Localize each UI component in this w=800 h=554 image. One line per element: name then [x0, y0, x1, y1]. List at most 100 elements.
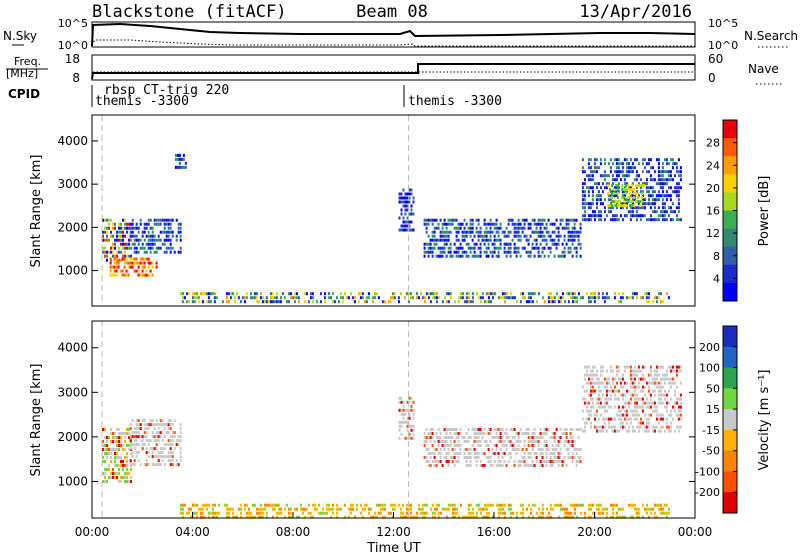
- velocity-cell: [585, 381, 588, 385]
- velocity-cell: [435, 460, 438, 463]
- power-cell: [647, 218, 650, 222]
- velocity-cell: [507, 507, 510, 511]
- velocity-cell: [663, 373, 666, 377]
- power-cell: [591, 194, 594, 198]
- power-cell: [449, 254, 452, 258]
- velocity-cell: [635, 511, 638, 515]
- power-cell: [485, 292, 488, 296]
- nsearch-tick-bottom: 10^0: [708, 39, 738, 52]
- velocity-cell: [309, 511, 312, 515]
- power-cell: [633, 192, 636, 196]
- velocity-cell: [415, 515, 418, 519]
- power-cell: [635, 178, 638, 182]
- velocity-cell: [189, 515, 192, 519]
- power-cell: [543, 218, 546, 222]
- velocity-cell: [639, 425, 642, 429]
- velocity-cell: [501, 452, 504, 455]
- power-cell: [583, 194, 586, 198]
- power-cell: [641, 196, 644, 200]
- power-cell: [589, 202, 592, 206]
- power-cell: [529, 226, 532, 230]
- freq-tick-top: 18: [65, 52, 80, 66]
- power-cell: [521, 296, 524, 300]
- power-cell: [631, 202, 634, 206]
- velocity-cell: [116, 428, 118, 431]
- velocity-xlabel: Time UT: [366, 541, 420, 554]
- velocity-cell: [631, 425, 634, 429]
- velocity-cell: [641, 401, 644, 405]
- velocity-cell: [641, 377, 644, 381]
- velocity-cell: [527, 515, 530, 519]
- velocity-cell: [379, 503, 382, 507]
- velocity-cell: [643, 425, 646, 429]
- power-cell: [489, 234, 492, 238]
- power-cell: [171, 234, 174, 238]
- velocity-cell: [651, 507, 654, 511]
- power-cell: [557, 238, 560, 242]
- power-cell: [647, 186, 650, 190]
- power-cell: [225, 292, 228, 296]
- velocity-cell: [539, 448, 542, 451]
- power-cell: [645, 182, 648, 186]
- power-cell: [543, 234, 546, 238]
- velocity-cell: [603, 397, 606, 401]
- velocity-cell: [398, 424, 401, 428]
- power-cell: [655, 194, 658, 198]
- velocity-cell: [406, 416, 409, 420]
- power-cell: [429, 238, 432, 242]
- velocity-cell: [130, 480, 133, 483]
- velocity-cell: [535, 511, 538, 515]
- velocity-cell: [621, 405, 624, 409]
- velocity-cell: [621, 373, 624, 377]
- power-cell: [675, 206, 678, 210]
- velocity-cell: [169, 455, 172, 459]
- power-cell: [623, 214, 626, 218]
- velocity-colorbar-tick-label: 50: [706, 382, 720, 395]
- velocity-cell: [473, 515, 476, 519]
- velocity-cell: [427, 464, 430, 467]
- velocity-cell: [225, 515, 228, 519]
- velocity-cell: [617, 389, 620, 393]
- velocity-ytick-label: 1000: [57, 474, 88, 488]
- power-cell: [605, 214, 608, 218]
- velocity-cell: [147, 439, 150, 443]
- power-cell: [174, 153, 177, 157]
- power-cell: [185, 292, 188, 296]
- power-cell: [641, 158, 644, 162]
- velocity-cell: [106, 468, 108, 471]
- velocity-cell: [497, 440, 500, 443]
- velocity-cell: [124, 436, 126, 439]
- power-cell: [411, 296, 414, 300]
- velocity-colorbar-tick-label: 200: [699, 341, 720, 354]
- velocity-cell: [659, 393, 662, 397]
- velocity-cell: [157, 455, 160, 459]
- velocity-cell: [545, 432, 548, 435]
- velocity-cell: [625, 365, 628, 369]
- power-cell: [163, 230, 166, 234]
- velocity-cell: [579, 460, 582, 463]
- power-cell: [205, 292, 208, 296]
- power-cell: [109, 257, 112, 261]
- power-cell: [667, 214, 670, 218]
- velocity-cell: [651, 389, 654, 393]
- velocity-cell: [655, 417, 658, 421]
- power-cell: [197, 296, 200, 300]
- power-cell: [617, 218, 620, 222]
- velocity-cell: [679, 369, 682, 373]
- velocity-cell: [131, 451, 134, 455]
- velocity-cell: [637, 385, 640, 389]
- power-cell: [431, 222, 434, 226]
- power-cell: [147, 265, 150, 269]
- velocity-cell: [199, 511, 202, 515]
- power-cell: [587, 202, 590, 206]
- power-cell: [383, 300, 386, 304]
- velocity-xtick-label: 00:00: [678, 525, 713, 539]
- velocity-cell: [443, 428, 446, 431]
- velocity-cell: [615, 365, 618, 369]
- power-cell: [433, 226, 436, 230]
- velocity-cell: [469, 503, 472, 507]
- velocity-cell: [469, 464, 472, 467]
- power-cell: [657, 162, 660, 166]
- velocity-cell: [343, 503, 346, 507]
- velocity-cell: [525, 448, 528, 451]
